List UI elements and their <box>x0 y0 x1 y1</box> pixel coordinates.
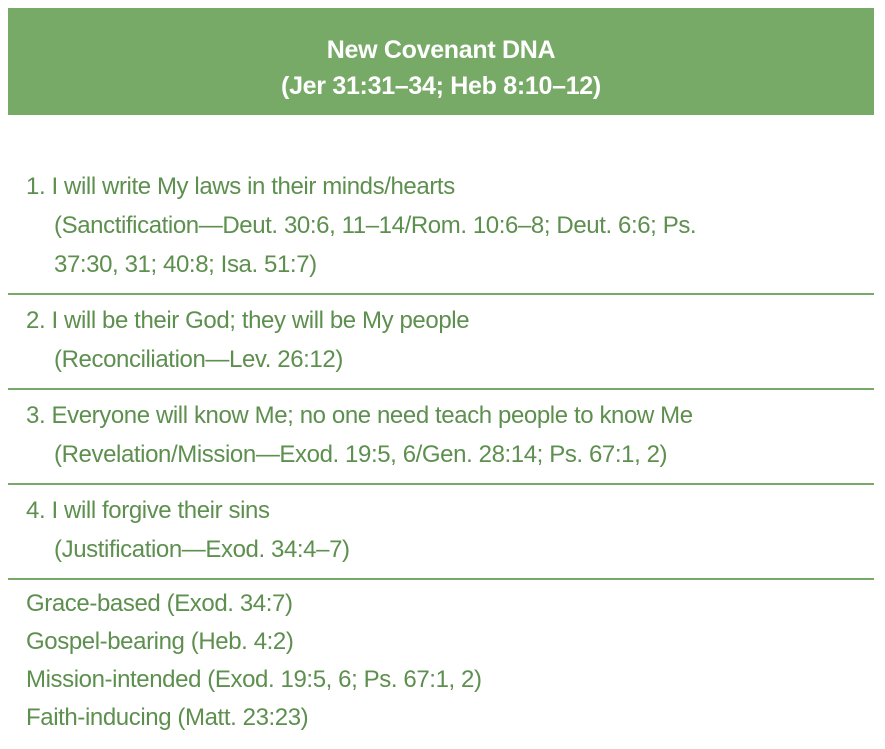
summary-item: Gospel-bearing (Heb. 4:2) <box>26 628 294 655</box>
item-text: 1. I will write My laws in their minds/h… <box>26 173 455 200</box>
item-reference: (Justification—Exod. 34:4–7) <box>54 536 350 563</box>
header-subtitle: (Jer 31:31–34; Heb 8:10–12) <box>281 72 601 100</box>
item-text: 3. Everyone will know Me; no one need te… <box>26 402 693 429</box>
divider <box>8 578 874 580</box>
item-text: 4. I will forgive their sins <box>26 497 270 524</box>
summary-item: Grace-based (Exod. 34:7) <box>26 590 293 617</box>
covenant-list: 1. I will write My laws in their minds/h… <box>8 165 874 737</box>
item-reference: (Reconciliation—Lev. 26:12) <box>54 346 343 373</box>
divider <box>8 483 874 485</box>
summary-item: Faith-inducing (Matt. 23:23) <box>26 704 309 731</box>
list-item: 2. I will be their God; they will be My … <box>8 295 874 388</box>
list-item: 4. I will forgive their sins (Justificat… <box>8 485 874 578</box>
table-header: New Covenant DNA (Jer 31:31–34; Heb 8:10… <box>8 8 874 115</box>
item-text: 2. I will be their God; they will be My … <box>26 307 470 334</box>
summary-list: Grace-based (Exod. 34:7) Gospel-bearing … <box>8 580 874 737</box>
item-reference: (Revelation/Mission—Exod. 19:5, 6/Gen. 2… <box>54 441 668 468</box>
item-reference: (Sanctification—Deut. 30:6, 11–14/Rom. 1… <box>54 212 697 239</box>
item-reference: 37:30, 31; 40:8; Isa. 51:7) <box>54 251 317 278</box>
header-title: New Covenant DNA <box>326 36 556 64</box>
divider <box>8 388 874 390</box>
divider <box>8 293 874 295</box>
list-item: 1. I will write My laws in their minds/h… <box>8 165 874 293</box>
summary-item: Mission-intended (Exod. 19:5, 6; Ps. 67:… <box>26 666 482 693</box>
list-item: 3. Everyone will know Me; no one need te… <box>8 390 874 483</box>
